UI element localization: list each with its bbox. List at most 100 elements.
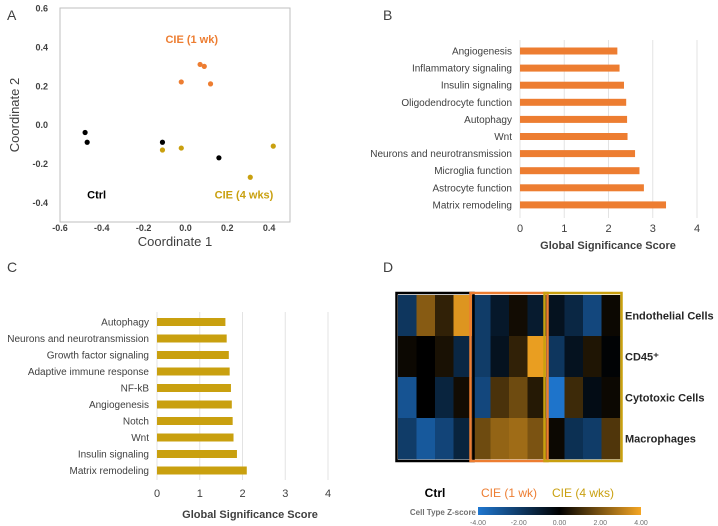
b-category-label: Neurons and neurotransmission (370, 149, 512, 160)
scatter-point-cie-4-wks (178, 145, 184, 151)
c-bar (157, 400, 232, 409)
heatmap-cell (583, 295, 602, 337)
bar-panel-c: Autophagy Neurons and neurotransmission Gr… (7, 312, 331, 521)
scatter-x-tick-label: 0.4 (263, 223, 276, 233)
scatter-y-ticks: 0.6 0.4 0.2 0.0 -0.2 -0.4 (32, 4, 48, 209)
panel-label-b: B (383, 7, 392, 23)
scatter-annotation: CIE (4 wks) (215, 190, 274, 202)
c-x-tick-label: 0 (154, 488, 160, 500)
heatmap-cells (398, 295, 621, 460)
b-bar (520, 150, 636, 158)
heatmap-cell (527, 377, 547, 419)
heatmap-cell (453, 418, 473, 460)
colorbar-ticks: -4.00 -2.00 0.00 2.00 4.00 (470, 520, 648, 526)
heatmap-cell (416, 377, 436, 419)
heatmap-cell (490, 336, 510, 378)
heatmap-cell (435, 336, 454, 378)
heatmap-group-box (469, 291, 549, 463)
b-x-tick-label: 0 (517, 223, 523, 235)
c-category-label: NF-kB (121, 384, 150, 395)
heatmap-colorbar: Cell Type Z-score -4.00 -2.00 0.00 2.00 4.00 (410, 507, 648, 526)
scatter-annotations: CIE (1 wk) Ctrl CIE (4 wks) (87, 34, 273, 202)
bar-b-category-labels: Angiogenesis Inflammatory signaling Insuli… (370, 47, 512, 212)
heatmap-group-label: Ctrl (425, 486, 446, 500)
heatmap-group-box (543, 291, 623, 463)
c-x-tick-label: 1 (197, 488, 203, 500)
heatmap-group-labels: Ctrl CIE (1 wk) CIE (4 wks) (425, 486, 614, 500)
c-x-tick-label: 2 (239, 488, 245, 500)
scatter-point-ctrl (216, 155, 222, 161)
scatter-y-label: Coordinate 2 (7, 78, 22, 152)
heatmap-cell (546, 418, 565, 460)
heatmap-cell (398, 336, 417, 378)
c-bar (157, 466, 247, 475)
scatter-point-cie-1-wk (178, 79, 184, 85)
c-category-label: Neurons and neurotransmission (7, 334, 149, 345)
scatter-x-tick-label: -0.6 (52, 223, 68, 233)
b-category-label: Autophagy (464, 115, 512, 126)
c-category-label: Angiogenesis (89, 400, 149, 411)
panel-label-d: D (383, 259, 393, 275)
heatmap-cell (509, 295, 528, 337)
bar-c-x-ticks: 0 1 2 3 4 (154, 488, 331, 500)
heatmap-cell (583, 418, 602, 460)
c-bar (157, 318, 226, 326)
b-category-label: Oligodendrocyte function (401, 98, 512, 109)
heatmap-cell (546, 295, 565, 337)
c-category-label: Adaptive immune response (28, 367, 150, 378)
c-bar (157, 417, 233, 425)
scatter-y-tick-label: 0.6 (35, 4, 48, 14)
scatter-point-ctrl (84, 139, 90, 145)
heatmap-cell (435, 295, 454, 337)
heatmap-cell (472, 418, 491, 460)
heatmap-group-box (395, 291, 475, 463)
scatter-panel-a: 0.60.40.20.0-0.2-0.4 -0.6 -0.4 -0.2 0.0 0.2 0… (7, 4, 291, 249)
c-bar (157, 367, 230, 376)
bar-b-bars (520, 47, 667, 209)
b-category-label: Wnt (494, 132, 512, 143)
heatmap-row-label: Endothelial Cells (625, 311, 714, 323)
c-bar (157, 351, 229, 359)
heatmap-cell (416, 336, 436, 378)
scatter-x-tick-label: -0.4 (94, 223, 110, 233)
heatmap-cell (546, 336, 565, 378)
b-x-tick-label: 4 (694, 223, 700, 235)
heatmap-cell (398, 295, 417, 337)
heatmap-cell (416, 418, 436, 460)
colorbar-tick-label: -2.00 (511, 520, 527, 526)
panel-label-c: C (7, 259, 17, 275)
b-bar (520, 64, 620, 72)
b-category-label: Angiogenesis (452, 47, 512, 58)
heatmap-cell (527, 295, 547, 337)
heatmap-row-labels: Endothelial Cells CD45⁺ Cytotoxic Cells Mac… (625, 311, 714, 446)
b-bar (520, 133, 628, 140)
heatmap-cell (435, 377, 454, 419)
heatmap-cell (564, 418, 584, 460)
heatmap-cell (453, 377, 473, 419)
heatmap-cell (601, 336, 621, 378)
c-category-label: Wnt (131, 433, 149, 444)
c-bar (157, 384, 231, 392)
heatmap-cell (490, 418, 510, 460)
scatter-point-cie-4-wks (270, 143, 276, 149)
scatter-x-tick-label: 0.0 (179, 223, 192, 233)
heatmap-cell (546, 377, 565, 419)
scatter-annotation: CIE (1 wk) (165, 34, 218, 46)
colorbar-tick-label: 2.00 (593, 520, 607, 526)
scatter-plot-frame (59, 7, 291, 223)
scatter-points (82, 61, 276, 180)
heatmap-cell (509, 418, 528, 460)
heatmap-cell (453, 295, 473, 337)
c-category-label: Autophagy (101, 318, 149, 329)
heatmap-cell (453, 336, 473, 378)
scatter-point-cie-1-wk (207, 81, 214, 87)
heatmap-cell (601, 377, 621, 419)
c-x-tick-label: 4 (325, 488, 331, 500)
c-bar (157, 334, 227, 343)
c-category-label: Insulin signaling (78, 450, 149, 461)
heatmap-cell (527, 418, 547, 460)
scatter-point-ctrl (159, 139, 166, 145)
b-bar (520, 115, 628, 123)
heatmap-cell (398, 377, 417, 419)
